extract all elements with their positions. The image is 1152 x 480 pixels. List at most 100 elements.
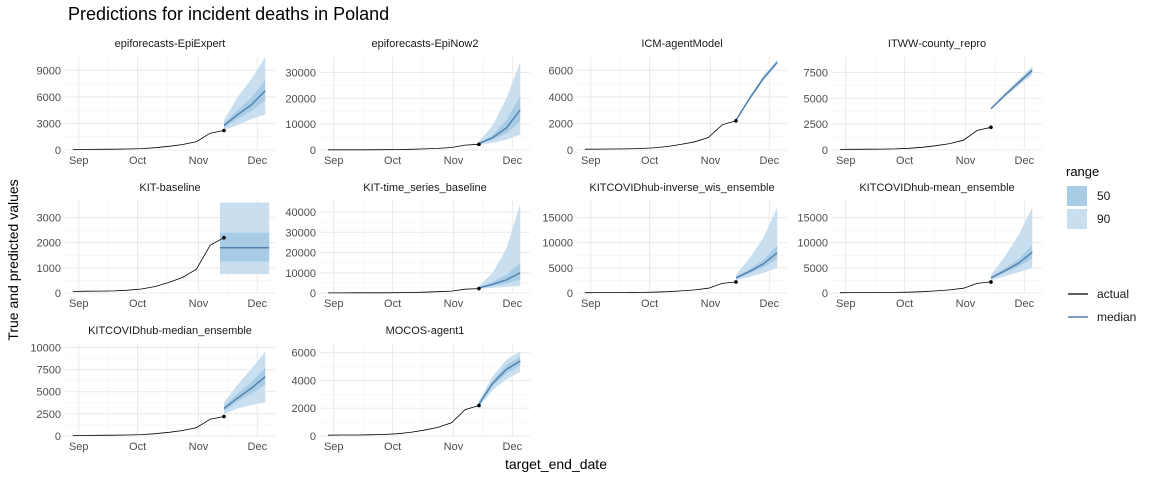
y-tick-label: 6000 <box>549 65 573 77</box>
panel-kit-baseline: KIT-baseline Sep Oct Nov Dec 0 1000 2000 3000 <box>37 182 275 310</box>
y-tick-label: 0 <box>822 288 828 300</box>
x-tick-label: Nov <box>444 441 464 453</box>
y-tick-label: 2000 <box>549 118 573 130</box>
x-tick-label: Sep <box>324 298 344 310</box>
y-tick-label: 30000 <box>285 227 316 239</box>
x-tick-label: Oct <box>641 298 658 310</box>
y-tick-label: 9000 <box>37 65 61 77</box>
x-tick-label: Dec <box>248 441 268 453</box>
x-tick-label: Oct <box>896 155 913 167</box>
x-tick-label: Dec <box>503 298 523 310</box>
actual-point <box>989 125 993 130</box>
actual-point <box>734 280 738 284</box>
panel-epiforecasts-epiexpert: epiforecasts-EpiExpert Sep Oct Nov Dec 0 3000 6… <box>37 38 275 167</box>
actual-point <box>477 142 481 147</box>
panel-epiforecasts-epinow2: epiforecasts-EpiNow2 Sep Oct Nov Dec 0 10000 20… <box>285 38 530 167</box>
y-tick-label: 30000 <box>285 68 316 80</box>
y-tick-label: 2000 <box>292 403 316 415</box>
y-tick-label: 4000 <box>549 92 573 104</box>
x-tick-label: Dec <box>503 441 523 453</box>
panel-title: KITCOVIDhub-inverse_wis_ensemble <box>589 182 774 194</box>
x-tick-label: Nov <box>444 155 464 167</box>
y-tick-label: 7500 <box>37 365 61 377</box>
x-tick-label: Sep <box>69 155 89 167</box>
x-tick-label: Nov <box>189 298 209 310</box>
x-tick-label: Dec <box>760 155 780 167</box>
y-tick-label: 15000 <box>542 213 573 225</box>
x-tick-label: Dec <box>503 155 523 167</box>
actual-line <box>72 130 225 150</box>
x-tick-label: Nov <box>444 298 464 310</box>
y-tick-label: 0 <box>822 145 828 157</box>
y-tick-label: 7500 <box>804 68 828 80</box>
x-tick-label: Oct <box>129 155 146 167</box>
y-tick-label: 0 <box>310 431 316 443</box>
facet-panels: epiforecasts-EpiExpert Sep Oct Nov Dec 0 3000 6… <box>30 38 1042 453</box>
median-line <box>990 251 1033 279</box>
legend-label-actual: actual <box>1097 287 1129 301</box>
legend-key-90 <box>1067 209 1087 229</box>
y-tick-label: 0 <box>55 431 61 443</box>
y-tick-label: 6000 <box>37 92 61 104</box>
y-tick-label: 3000 <box>37 213 61 225</box>
x-tick-label: Dec <box>1015 298 1035 310</box>
actual-line <box>327 405 480 436</box>
actual-point <box>222 414 226 419</box>
panel-title: KITCOVIDhub-median_ensemble <box>88 325 252 337</box>
x-tick-label: Oct <box>384 298 401 310</box>
x-tick-label: Dec <box>1015 155 1035 167</box>
legend-label-median: median <box>1097 310 1136 324</box>
panel-kit-time-series-baseline: KIT-time_series_baseline Sep Oct Nov Dec 0 100… <box>285 182 530 310</box>
median-line <box>478 360 521 405</box>
legend-key-50 <box>1067 186 1087 206</box>
y-tick-label: 0 <box>55 145 61 157</box>
median-line <box>735 252 778 279</box>
y-tick-label: 10000 <box>30 342 61 354</box>
y-tick-label: 10000 <box>285 119 316 131</box>
x-tick-label: Sep <box>324 441 344 453</box>
y-tick-label: 10000 <box>285 268 316 280</box>
actual-point <box>477 403 481 408</box>
ribbon-50 <box>479 356 521 406</box>
chart-title: Predictions for incident deaths in Polan… <box>68 4 389 24</box>
legend: range 50 90 actual median <box>1066 164 1136 324</box>
actual-line <box>72 237 225 292</box>
y-tick-label: 2500 <box>37 409 61 421</box>
panel-kitcovidhub-median-ensemble: KITCOVIDhub-median_ensemble Sep Oct Nov Dec 0… <box>30 325 275 453</box>
x-tick-label: Sep <box>69 298 89 310</box>
actual-line <box>839 126 992 150</box>
ribbon-50 <box>224 80 266 128</box>
actual-line <box>72 416 225 436</box>
actual-line <box>327 143 480 151</box>
x-tick-label: Nov <box>189 441 209 453</box>
x-tick-label: Oct <box>384 441 401 453</box>
y-tick-label: 2000 <box>37 238 61 250</box>
x-tick-label: Nov <box>956 155 976 167</box>
y-tick-label: 2500 <box>804 119 828 131</box>
panel-title: ICM-agentModel <box>641 38 722 50</box>
y-tick-label: 15000 <box>797 213 828 225</box>
y-tick-label: 6000 <box>292 348 316 360</box>
ribbon-90 <box>224 57 266 130</box>
actual-point <box>734 118 738 123</box>
actual-point <box>222 235 226 240</box>
actual-line <box>584 120 737 150</box>
x-tick-label: Nov <box>189 155 209 167</box>
actual-line <box>584 281 737 294</box>
median-line <box>478 109 521 145</box>
panel-title: KITCOVIDhub-mean_ensemble <box>859 182 1014 194</box>
x-tick-label: Dec <box>248 155 268 167</box>
x-tick-label: Nov <box>956 298 976 310</box>
panel-title: ITWW-county_repro <box>888 38 986 50</box>
x-tick-label: Nov <box>701 298 721 310</box>
legend-range-title: range <box>1066 164 1099 179</box>
x-tick-label: Oct <box>384 155 401 167</box>
ribbon-50 <box>479 262 521 289</box>
panel-title: KIT-baseline <box>139 182 200 194</box>
x-tick-label: Oct <box>129 298 146 310</box>
y-axis-label: True and predicted values <box>5 179 21 340</box>
x-tick-label: Sep <box>581 155 601 167</box>
panel-title: MOCOS-agent1 <box>386 325 465 337</box>
